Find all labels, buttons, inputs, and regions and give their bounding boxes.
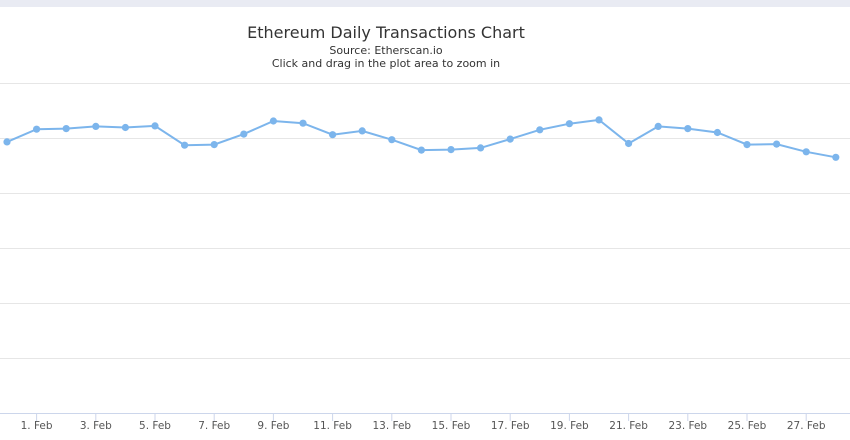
- x-axis: 1. Feb 3. Feb 5. Feb 7. Feb 9. Feb 11. Feb 13.…: [21, 413, 826, 432]
- data-point[interactable]: [33, 125, 41, 133]
- series-points: [3, 116, 840, 161]
- data-point[interactable]: [62, 125, 70, 133]
- x-tick-label: 19. Feb: [550, 420, 589, 432]
- data-point[interactable]: [269, 117, 277, 125]
- data-point[interactable]: [417, 146, 425, 154]
- chart-subtitle: Source: Etherscan.io: [329, 44, 443, 57]
- x-tick-label: 23. Feb: [668, 420, 707, 432]
- data-point[interactable]: [299, 119, 307, 127]
- x-tick-label: 5. Feb: [139, 420, 171, 432]
- chart-header: Ethereum Daily Transactions Chart Source…: [0, 22, 772, 70]
- data-point[interactable]: [595, 116, 603, 124]
- data-point[interactable]: [358, 127, 366, 135]
- data-point[interactable]: [388, 136, 396, 144]
- x-tick-label: 27. Feb: [787, 420, 826, 432]
- x-tick-label: 15. Feb: [432, 420, 471, 432]
- data-point[interactable]: [743, 141, 751, 149]
- data-point[interactable]: [240, 130, 248, 138]
- chart-title: Ethereum Daily Transactions Chart: [247, 23, 525, 42]
- x-tick-label: 17. Feb: [491, 420, 530, 432]
- zoom-hint: Click and drag in the plot area to zoom …: [271, 57, 501, 70]
- data-point[interactable]: [121, 123, 129, 132]
- data-point[interactable]: [773, 140, 781, 148]
- data-point[interactable]: [92, 122, 100, 130]
- data-point[interactable]: [181, 141, 189, 149]
- gridlines: [0, 83, 850, 414]
- x-tick-label: 21. Feb: [609, 420, 648, 432]
- x-tick-label: 1. Feb: [21, 420, 53, 432]
- data-point[interactable]: [151, 122, 159, 130]
- data-point[interactable]: [565, 120, 574, 128]
- data-point[interactable]: [802, 148, 810, 156]
- x-tick-label: 11. Feb: [313, 420, 352, 432]
- x-tick-label: 25. Feb: [728, 420, 767, 432]
- top-bar: [0, 0, 850, 7]
- data-point[interactable]: [477, 144, 485, 152]
- data-point[interactable]: [625, 139, 633, 148]
- x-tick-label: 9. Feb: [257, 420, 289, 432]
- data-point[interactable]: [506, 135, 514, 143]
- data-point[interactable]: [684, 125, 692, 133]
- data-point[interactable]: [447, 146, 455, 154]
- x-tick-label: 3. Feb: [80, 420, 112, 432]
- x-tick-label: 13. Feb: [372, 420, 411, 432]
- data-point[interactable]: [329, 131, 337, 139]
- data-point[interactable]: [3, 138, 11, 146]
- data-point[interactable]: [713, 128, 722, 137]
- data-point[interactable]: [210, 141, 218, 149]
- data-point[interactable]: [832, 153, 840, 161]
- data-point[interactable]: [654, 122, 662, 130]
- data-point[interactable]: [536, 126, 544, 134]
- x-tick-label: 7. Feb: [198, 420, 230, 432]
